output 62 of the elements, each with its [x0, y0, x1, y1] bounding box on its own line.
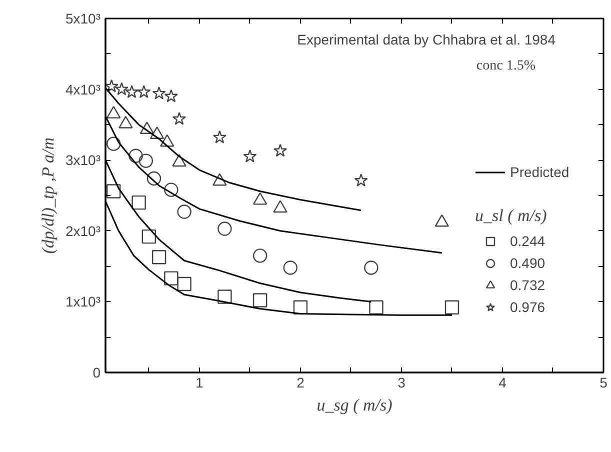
point — [364, 260, 378, 275]
point — [138, 154, 154, 168]
x-tick-label: 4 — [498, 374, 507, 390]
point — [273, 200, 288, 213]
point — [137, 85, 151, 98]
point — [354, 174, 368, 186]
point — [283, 260, 298, 275]
point — [160, 134, 174, 147]
point — [106, 79, 118, 92]
y-tick-label: 3x10³ — [65, 152, 101, 168]
point — [152, 86, 166, 100]
point — [172, 154, 186, 167]
y-tick-label: 4x10³ — [65, 81, 101, 98]
point — [106, 106, 121, 118]
y-tick-label: 5x10³ — [65, 10, 101, 26]
point — [218, 222, 232, 236]
point — [140, 122, 154, 134]
point — [252, 192, 268, 205]
point — [177, 204, 192, 219]
point — [444, 300, 460, 314]
annotation: conc 1.5% — [476, 58, 536, 74]
point — [434, 214, 449, 227]
point — [142, 229, 156, 244]
point — [106, 184, 121, 198]
point — [114, 82, 128, 96]
point — [164, 271, 178, 286]
x-tick-label: 5 — [600, 374, 608, 390]
legend-label: 0.244 — [510, 233, 546, 249]
y-tick-label: 1x10³ — [65, 294, 101, 310]
point — [152, 250, 166, 264]
point — [252, 293, 268, 308]
point — [252, 248, 268, 263]
point — [164, 89, 178, 102]
x-tick-label: 2 — [296, 374, 305, 390]
point — [150, 126, 164, 139]
y-tick-label: 2x10³ — [65, 222, 101, 239]
legend-label: 0.490 — [510, 255, 546, 271]
point — [132, 195, 146, 210]
legend-label: Predicted — [510, 164, 570, 180]
point — [164, 182, 178, 197]
point — [118, 116, 133, 128]
annotation: Experimental data by Chhabra et al. 1984 — [297, 32, 556, 48]
legend-label: 0.732 — [510, 277, 546, 293]
point — [218, 290, 232, 304]
point — [243, 149, 257, 162]
x-tick-label: 3 — [398, 374, 406, 390]
point — [172, 112, 186, 125]
legend-title: u_sl ( m/s) — [475, 206, 547, 226]
legend-label: 0.976 — [510, 299, 546, 315]
point — [212, 130, 226, 144]
point — [106, 136, 121, 151]
point — [146, 171, 162, 186]
y-tick-label: 0 — [92, 364, 101, 380]
x-axis-title: u_sg ( m/s) — [316, 396, 393, 414]
point — [177, 276, 192, 292]
point — [124, 85, 139, 98]
point — [212, 173, 227, 186]
point — [273, 144, 288, 157]
y-axis-title: (dp/dl)_tp ,P a/m — [38, 137, 58, 254]
point — [128, 148, 143, 163]
point — [369, 300, 384, 314]
x-tick-label: 1 — [196, 374, 204, 390]
